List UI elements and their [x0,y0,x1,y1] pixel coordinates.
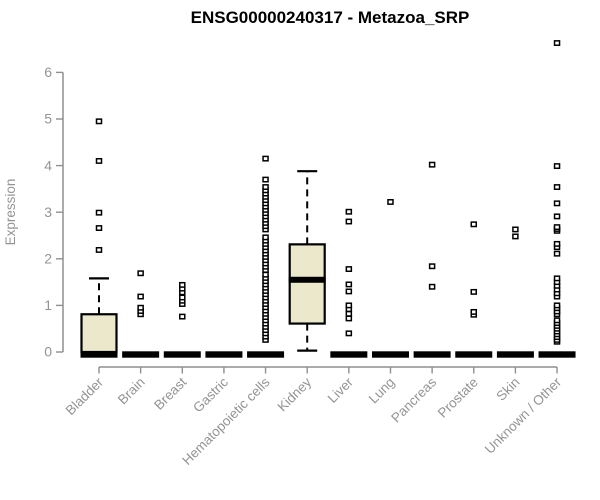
outlier-point [95,246,103,253]
x-tick-label: Pancreas [388,374,439,425]
outlier-point [179,281,186,288]
zero-box-bar [163,351,201,358]
outlier-point [137,293,144,300]
outlier-point [345,302,353,309]
x-tick-label: Lung [366,375,398,407]
outlier-point [553,184,561,190]
outlier-point [345,218,353,225]
y-tick-label: 0 [44,344,52,360]
outlier-point [428,283,436,290]
outlier-point [470,308,478,315]
outlier-point [428,161,436,168]
y-axis-label: Expression [3,179,18,246]
outlier-point [553,40,561,46]
box-iqr [80,313,118,354]
outlier-point [387,198,394,205]
outlier-point [95,118,103,125]
outlier-point [345,288,353,295]
outlier-point [345,310,353,317]
outlier-point [95,225,103,231]
x-tick-label: Unknown / Other [482,374,565,457]
outlier-point [512,226,519,233]
outlier-point [262,234,269,241]
x-tick-label: Liver [325,374,357,406]
zero-box-bar [122,351,160,358]
outlier-point [345,208,353,215]
outlier-point [345,315,353,322]
outlier-point [553,224,561,231]
x-tick-label: Gastric [190,374,231,415]
y-tick-label: 5 [44,111,52,127]
outlier-point [345,266,353,273]
outlier-point [553,302,561,309]
chart-title: ENSG00000240317 - Metazoa_SRP [191,8,470,27]
outlier-point [553,163,561,170]
median-bar [80,351,118,358]
zero-box-bar [538,351,576,358]
outlier-point [262,184,269,190]
zero-box-bar [496,351,534,358]
y-tick-label: 1 [44,297,52,313]
zero-box-bar [455,351,493,358]
y-tick-label: 3 [44,204,52,220]
outlier-point [553,200,561,207]
outlier-point [345,330,353,337]
outlier-point [95,157,103,164]
outlier-point [262,176,269,183]
y-tick-label: 2 [44,251,52,267]
outlier-point [95,209,103,216]
zero-box-bar [413,351,451,358]
zero-box-bar [247,351,285,358]
outlier-point [262,155,269,162]
outlier-point [137,304,144,311]
outlier-point [179,294,186,301]
zero-box-bar [371,351,409,358]
outlier-point [179,313,186,320]
outlier-point [553,250,561,257]
x-tick-label: Skin [493,375,522,404]
outlier-point [470,288,478,295]
y-tick-label: 4 [44,157,52,173]
median-bar [288,276,326,283]
outlier-point [428,263,436,270]
x-tick-label: Bladder [63,374,107,418]
outlier-point [470,221,478,228]
x-tick-label: Breast [151,374,189,412]
box-iqr [288,243,326,325]
outlier-point [553,317,561,324]
x-tick-label: Prostate [435,375,481,421]
outlier-point [553,275,561,282]
outlier-point [512,233,519,240]
outlier-point [553,240,561,247]
outlier-point [553,213,561,220]
outlier-point [345,281,353,288]
x-tick-label: Kidney [275,374,315,414]
outlier-point [262,271,269,278]
outlier-point [137,270,144,277]
zero-box-bar [330,351,368,358]
x-tick-label: Brain [115,375,148,408]
zero-box-bar [205,351,243,358]
y-tick-label: 6 [44,64,52,80]
